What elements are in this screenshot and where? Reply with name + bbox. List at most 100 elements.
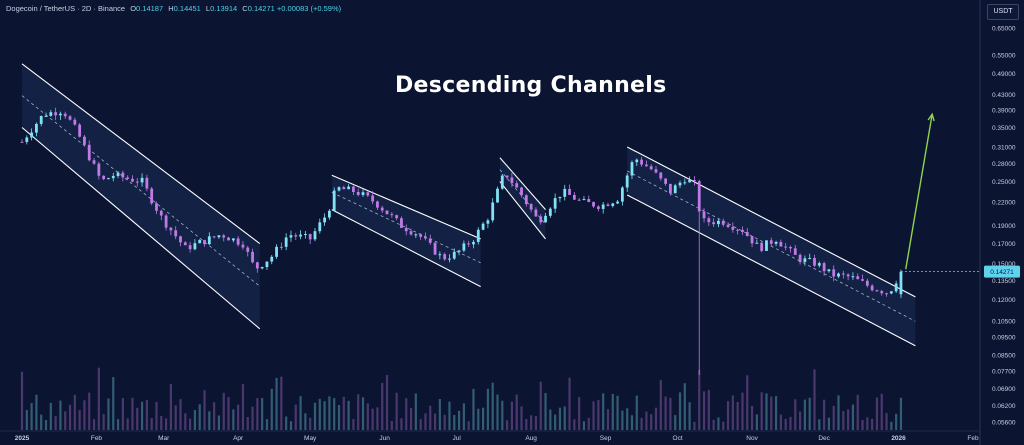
volume-bar	[525, 418, 528, 430]
candle-body	[380, 207, 384, 211]
volume-bar	[798, 411, 802, 430]
candle-body	[419, 234, 423, 237]
high-value: 0.14451	[173, 4, 201, 13]
time-tick-label: Mar	[158, 435, 170, 442]
volume-bar	[25, 409, 28, 430]
volume-bar	[30, 403, 33, 430]
candle-body	[145, 177, 149, 189]
volume-bar	[880, 393, 883, 430]
volume-bar	[184, 413, 187, 430]
volume-bar	[222, 392, 225, 430]
candle-body	[179, 236, 182, 243]
channel-lower-line	[499, 181, 546, 240]
candle-body	[337, 187, 341, 191]
candle-body	[308, 233, 312, 240]
candle-body	[140, 177, 144, 183]
candle-body	[592, 202, 595, 207]
volume-bar	[510, 401, 514, 430]
time-tick-label: Jun	[379, 435, 390, 442]
volume-bar	[736, 401, 739, 430]
volume-bar	[592, 401, 595, 430]
candle-body	[428, 238, 432, 243]
candle-body	[865, 280, 869, 286]
candle-body	[620, 187, 624, 202]
volume-bar	[803, 399, 806, 430]
channel-lower-line	[626, 194, 916, 347]
low-value: 0.13914	[210, 4, 238, 13]
volume-bar	[856, 394, 859, 430]
candle-body	[217, 235, 221, 238]
candle-body	[505, 175, 509, 178]
candle-body	[712, 222, 716, 225]
candle-body	[371, 195, 375, 202]
candle-body	[44, 115, 48, 117]
volume-bar	[501, 400, 504, 430]
candle-body	[515, 183, 519, 188]
price-tick-label: 0.43000	[992, 92, 1016, 99]
candle-body	[284, 237, 288, 247]
last-price-tag	[984, 265, 1020, 278]
candle-body	[817, 263, 821, 266]
candle-body	[832, 269, 836, 277]
price-tick-label: 0.15000	[992, 261, 1016, 268]
volume-bar	[549, 409, 552, 430]
low-label: L	[205, 4, 211, 13]
candle-body	[683, 182, 687, 184]
volume-bar	[779, 414, 782, 430]
candle-body	[481, 223, 485, 230]
symbol-header: Dogecoin / TetherUS · 2D · Binance O0.14…	[6, 4, 341, 13]
candle-body	[73, 119, 77, 125]
volume-bar	[818, 419, 821, 430]
volume-bar	[875, 397, 879, 430]
candle-body	[227, 237, 230, 241]
candle-body	[332, 190, 336, 211]
volume-bar	[83, 400, 86, 430]
volume-bar	[755, 414, 758, 430]
volume-bar	[530, 415, 533, 430]
candle-body	[572, 194, 576, 200]
candle-body	[846, 274, 850, 277]
candle-body	[616, 201, 619, 204]
candle-body	[212, 236, 216, 238]
candle-body	[640, 159, 643, 165]
candle-body	[376, 201, 379, 208]
candle-body	[558, 196, 562, 199]
candle-body	[289, 235, 293, 238]
volume-bar	[121, 398, 124, 430]
volume-bar	[467, 421, 470, 430]
volume-bar	[385, 374, 389, 430]
candle-body	[582, 198, 586, 200]
candle-body	[861, 279, 864, 281]
volume-bar	[261, 398, 264, 430]
candle-body	[35, 123, 38, 133]
candle-body	[644, 164, 648, 167]
candle-body	[765, 240, 768, 251]
volume-bar	[640, 417, 643, 430]
volume-bar	[88, 392, 91, 430]
volume-bar	[683, 383, 686, 430]
candle-body	[361, 192, 365, 195]
projection-arrow-line	[905, 114, 933, 270]
volume-bar	[405, 398, 408, 430]
candle-body	[433, 242, 437, 255]
candle-body	[457, 250, 461, 252]
candle-body	[159, 210, 163, 216]
volume-bar	[361, 397, 365, 430]
channel-lower-line	[331, 209, 481, 288]
volume-bar	[40, 414, 43, 430]
volume-bar	[784, 418, 787, 430]
price-tick-label: 0.06200	[992, 403, 1016, 410]
candle-body	[750, 236, 754, 244]
volume-bar	[453, 414, 456, 430]
volume-bar	[304, 413, 307, 430]
candle-body	[327, 210, 331, 218]
candle-body	[390, 214, 394, 216]
volume-bar	[213, 402, 216, 430]
volume-bar	[203, 390, 206, 430]
price-tick-label: 0.05600	[992, 420, 1016, 427]
candle-body	[164, 215, 168, 228]
candle-body	[726, 224, 730, 227]
volume-bar	[515, 394, 518, 430]
currency-button[interactable]: USDT	[987, 4, 1019, 20]
